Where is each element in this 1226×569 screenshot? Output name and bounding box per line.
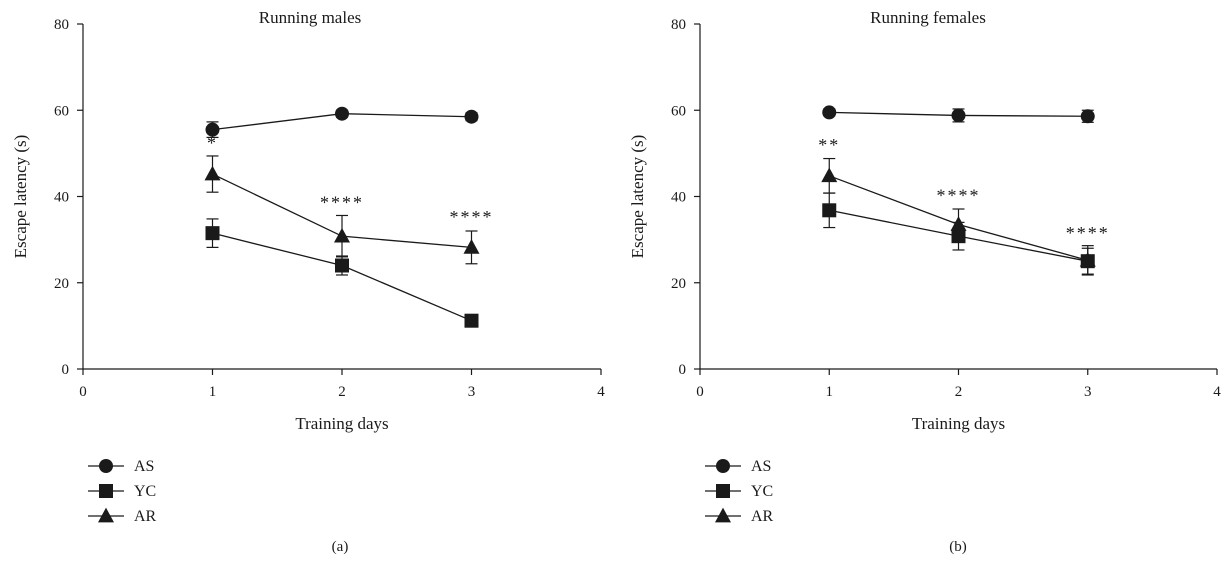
legend-item-as: AS <box>705 458 771 475</box>
data-point-ar <box>463 239 480 254</box>
data-point-ar <box>334 227 350 243</box>
x-tick-label: 1 <box>826 384 834 400</box>
x-tick-label: 4 <box>1213 384 1221 400</box>
y-tick-label: 60 <box>54 103 69 119</box>
legend-label: AR <box>134 508 157 525</box>
data-point-ar <box>950 216 967 231</box>
legend-label: AR <box>751 508 774 525</box>
data-point-as <box>335 106 349 121</box>
y-tick-label: 60 <box>671 103 686 119</box>
x-tick-label: 3 <box>1084 384 1092 400</box>
y-tick-label: 40 <box>54 190 69 206</box>
legend-label: AS <box>751 458 771 475</box>
y-axis-title: Escape latency (s) <box>11 135 30 259</box>
significance-label: **** <box>450 207 494 227</box>
y-tick-label: 20 <box>671 276 686 292</box>
significance-label: **** <box>1066 223 1110 243</box>
x-tick-label: 2 <box>955 384 963 400</box>
data-point-ar <box>821 167 838 183</box>
data-point-yc <box>822 203 837 218</box>
x-tick-label: 2 <box>338 384 346 400</box>
significance-label: * <box>207 133 218 153</box>
x-axis-title: Training days <box>912 414 1005 433</box>
legend-marker-ar <box>715 507 731 523</box>
legend-item-yc: YC <box>705 483 773 500</box>
legend-marker-as <box>716 459 730 473</box>
legend-label: YC <box>134 483 156 500</box>
x-axis-title: Training days <box>295 414 388 433</box>
panel-label: (a) <box>332 539 349 555</box>
chart-title: Running females <box>870 8 986 27</box>
x-tick-label: 4 <box>597 384 605 400</box>
data-point-as <box>1080 109 1095 124</box>
legend-label: YC <box>751 483 773 500</box>
x-tick-label: 0 <box>696 384 704 400</box>
y-tick-label: 80 <box>671 17 686 33</box>
data-point-ar <box>204 165 221 181</box>
data-point-as <box>951 108 966 123</box>
x-tick-label: 1 <box>209 384 217 400</box>
legend-item-as: AS <box>88 458 154 475</box>
y-tick-label: 40 <box>671 190 686 206</box>
data-point-yc <box>951 229 966 244</box>
legend-item-ar: AR <box>705 507 774 525</box>
data-point-ar <box>1079 251 1096 267</box>
y-tick-label: 20 <box>54 276 69 292</box>
significance-label: **** <box>937 186 981 206</box>
panel-label: (b) <box>949 539 967 555</box>
legend-item-ar: AR <box>88 507 157 525</box>
data-point-yc <box>205 226 220 241</box>
legend-marker-yc <box>716 484 730 498</box>
legend-label: AS <box>134 458 154 475</box>
legend-marker-as <box>99 459 113 473</box>
y-tick-label: 0 <box>679 362 687 378</box>
legend-marker-ar <box>98 507 114 523</box>
data-point-as <box>822 105 837 120</box>
legend-item-yc: YC <box>88 483 156 500</box>
x-tick-label: 0 <box>79 384 87 400</box>
legend-marker-yc <box>99 484 113 498</box>
y-tick-label: 0 <box>62 362 70 378</box>
x-tick-label: 3 <box>468 384 476 400</box>
data-point-as <box>205 122 220 137</box>
significance-label: **** <box>320 193 364 213</box>
legend: AS YC AR <box>705 458 774 525</box>
legend: AS YC AR <box>88 458 157 525</box>
data-point-as <box>464 109 479 124</box>
chart-title: Running males <box>259 8 361 27</box>
significance-label: ** <box>818 135 840 155</box>
y-axis-title: Escape latency (s) <box>628 135 647 259</box>
data-point-yc <box>464 313 479 328</box>
data-point-yc <box>335 258 349 273</box>
y-tick-label: 80 <box>54 17 69 33</box>
